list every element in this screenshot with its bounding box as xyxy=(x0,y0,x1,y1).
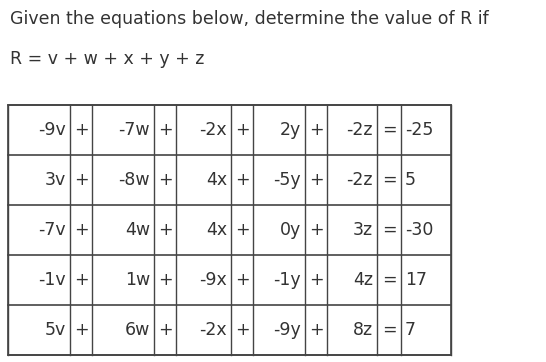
Text: -7v: -7v xyxy=(38,221,66,239)
Text: -2x: -2x xyxy=(199,121,227,139)
Text: 4z: 4z xyxy=(353,271,373,289)
Text: -25: -25 xyxy=(405,121,434,139)
Text: +: + xyxy=(158,221,173,239)
Text: +: + xyxy=(308,321,323,339)
Text: -2x: -2x xyxy=(199,321,227,339)
Text: 2y: 2y xyxy=(280,121,301,139)
Text: +: + xyxy=(235,271,250,289)
Text: =: = xyxy=(382,271,396,289)
Text: Given the equations below, determine the value of R if: Given the equations below, determine the… xyxy=(10,10,489,28)
Text: -8w: -8w xyxy=(118,171,150,189)
Text: -9x: -9x xyxy=(199,271,227,289)
Text: +: + xyxy=(158,171,173,189)
Text: -7w: -7w xyxy=(118,121,150,139)
Text: 4x: 4x xyxy=(206,221,227,239)
Text: 6w: 6w xyxy=(124,321,150,339)
Text: 0y: 0y xyxy=(280,221,301,239)
Text: R = v + w + x + y + z: R = v + w + x + y + z xyxy=(10,50,204,68)
Text: 3v: 3v xyxy=(45,171,66,189)
Text: -9y: -9y xyxy=(273,321,301,339)
Text: +: + xyxy=(308,221,323,239)
Text: 5: 5 xyxy=(405,171,416,189)
Text: +: + xyxy=(235,121,250,139)
Text: =: = xyxy=(382,171,396,189)
Text: 4x: 4x xyxy=(206,171,227,189)
Text: +: + xyxy=(158,271,173,289)
Text: +: + xyxy=(308,121,323,139)
Text: +: + xyxy=(74,221,88,239)
Text: +: + xyxy=(308,171,323,189)
Text: 8z: 8z xyxy=(353,321,373,339)
Text: +: + xyxy=(158,321,173,339)
Text: 3z: 3z xyxy=(353,221,373,239)
Text: +: + xyxy=(158,121,173,139)
Text: +: + xyxy=(235,171,250,189)
Text: 5v: 5v xyxy=(45,321,66,339)
Text: +: + xyxy=(235,221,250,239)
Text: +: + xyxy=(74,321,88,339)
Text: -9v: -9v xyxy=(38,121,66,139)
Bar xyxy=(8,105,451,355)
Text: -5y: -5y xyxy=(274,171,301,189)
Text: =: = xyxy=(382,221,396,239)
Text: +: + xyxy=(74,121,88,139)
Text: 1w: 1w xyxy=(124,271,150,289)
Text: =: = xyxy=(382,321,396,339)
Text: 4w: 4w xyxy=(125,221,150,239)
Text: +: + xyxy=(235,321,250,339)
Text: -30: -30 xyxy=(405,221,434,239)
Text: +: + xyxy=(308,271,323,289)
Text: +: + xyxy=(74,271,88,289)
Text: 17: 17 xyxy=(405,271,427,289)
Text: -2z: -2z xyxy=(347,121,373,139)
Text: -1v: -1v xyxy=(38,271,66,289)
Text: +: + xyxy=(74,171,88,189)
Text: -1y: -1y xyxy=(274,271,301,289)
Text: -2z: -2z xyxy=(347,171,373,189)
Text: =: = xyxy=(382,121,396,139)
Text: 7: 7 xyxy=(405,321,416,339)
